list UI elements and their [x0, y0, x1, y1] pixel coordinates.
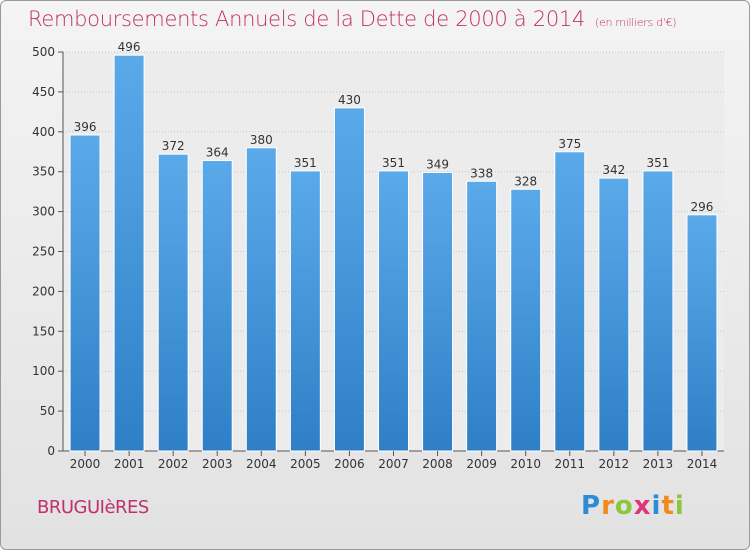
x-tick-label: 2000 — [70, 457, 101, 471]
bar-value-label: 396 — [74, 120, 97, 134]
chart-title: Remboursements Annuels de la Dette de 20… — [28, 7, 676, 31]
logo-letter: P — [581, 491, 602, 521]
y-tick-label: 150 — [32, 324, 55, 338]
y-tick-label: 0 — [47, 444, 55, 458]
bar-value-label: 380 — [250, 133, 273, 147]
y-tick-label: 100 — [32, 364, 55, 378]
x-tick-label: 2009 — [466, 457, 497, 471]
bar-value-label: 351 — [294, 156, 317, 170]
bar-value-label: 372 — [162, 139, 185, 153]
x-tick-label: 2012 — [599, 457, 630, 471]
y-tick-label: 50 — [40, 404, 55, 418]
logo-letter: t — [661, 491, 675, 521]
bar-2012 — [598, 177, 630, 452]
bar-2004 — [245, 147, 277, 452]
x-tick-label: 2008 — [422, 457, 453, 471]
bar-value-label: 351 — [646, 156, 669, 170]
bar-2007 — [378, 170, 409, 452]
x-tick-label: 2003 — [202, 457, 233, 471]
bar-value-label: 375 — [558, 137, 581, 151]
logo-letter: i — [651, 491, 662, 521]
y-tick-label: 300 — [32, 205, 55, 219]
y-tick-label: 350 — [32, 165, 55, 179]
proxiti-logo: Proxiti — [581, 491, 685, 521]
bar-2001 — [113, 54, 145, 452]
logo-letter: x — [633, 491, 652, 521]
y-tick-label: 200 — [32, 284, 55, 298]
bar-2006 — [333, 107, 365, 452]
commune-name: BRUGUIèRES — [37, 497, 149, 518]
logo-letter: o — [614, 491, 634, 521]
bar-2005 — [289, 170, 321, 452]
bar-2010 — [510, 188, 542, 452]
y-tick-label: 250 — [32, 245, 55, 259]
bar-2011 — [554, 151, 586, 452]
bar-value-label: 342 — [602, 163, 625, 177]
bar-value-label: 496 — [118, 40, 141, 54]
bar-value-label: 349 — [426, 157, 449, 171]
x-tick-label: 2006 — [334, 457, 365, 471]
x-tick-label: 2007 — [378, 457, 409, 471]
bar-2000 — [69, 134, 101, 452]
y-tick-label: 400 — [32, 125, 55, 139]
bar-value-label: 296 — [691, 200, 714, 214]
bar-2014 — [686, 214, 718, 452]
logo-letter: r — [601, 491, 615, 521]
x-tick-label: 2013 — [643, 457, 674, 471]
x-tick-label: 2005 — [290, 457, 321, 471]
x-tick-label: 2010 — [510, 457, 541, 471]
bar-value-label: 430 — [338, 93, 361, 107]
logo-letter: i — [674, 491, 685, 521]
x-tick-label: 2004 — [246, 457, 277, 471]
bar-2013 — [642, 170, 674, 452]
y-tick-label: 450 — [32, 85, 55, 99]
x-tick-label: 2001 — [114, 457, 145, 471]
bar-2002 — [157, 153, 189, 452]
bar-2003 — [201, 160, 233, 452]
bar-value-label: 328 — [514, 174, 537, 188]
x-tick-label: 2014 — [687, 457, 718, 471]
y-tick-label: 500 — [32, 45, 55, 59]
bar-value-label: 351 — [382, 156, 405, 170]
chart-title-text: Remboursements Annuels de la Dette de 20… — [28, 7, 585, 31]
x-tick-label: 2002 — [158, 457, 189, 471]
chart-subtitle: (en milliers d'€) — [595, 16, 677, 29]
bar-2008 — [422, 171, 454, 452]
bar-2009 — [466, 180, 498, 452]
bar-value-label: 364 — [206, 146, 229, 160]
x-tick-label: 2011 — [554, 457, 585, 471]
bar-value-label: 338 — [470, 166, 493, 180]
